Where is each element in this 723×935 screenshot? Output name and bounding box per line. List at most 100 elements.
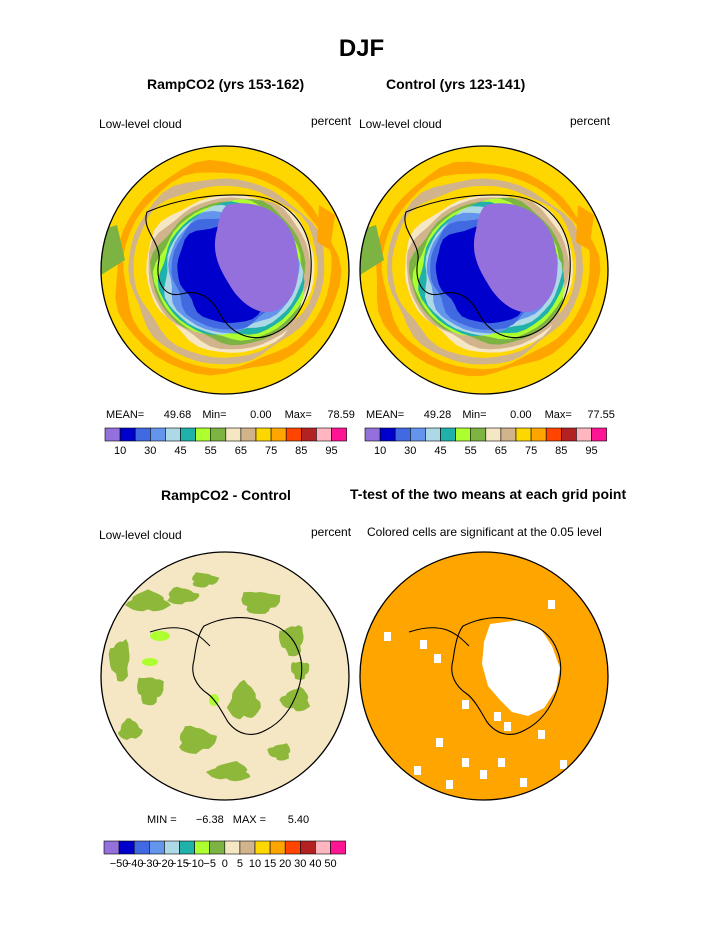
colorbar-swatch bbox=[300, 427, 317, 442]
colorbar-tick-label: −20 bbox=[155, 858, 174, 870]
colorbar-swatch bbox=[379, 427, 396, 442]
colorbar-swatch bbox=[239, 840, 256, 855]
colorbar-swatch bbox=[364, 427, 381, 442]
peninsula-coastline bbox=[408, 627, 470, 647]
colorbar-tick-label: −15 bbox=[170, 858, 189, 870]
cloud-field-control bbox=[360, 146, 608, 394]
map-rampco2 bbox=[101, 146, 349, 394]
colorbar-swatch bbox=[515, 427, 532, 442]
difference-patch bbox=[167, 586, 200, 605]
nonsignificant-cell bbox=[504, 722, 511, 731]
colorbar-tick-label: −50 bbox=[110, 858, 129, 870]
interior-low-cloud bbox=[214, 203, 299, 313]
nonsignificant-cell bbox=[480, 770, 487, 779]
colorbar-swatch bbox=[209, 840, 226, 855]
colorbar-swatch bbox=[285, 427, 302, 442]
nonsignificant-cell bbox=[538, 730, 545, 739]
colorbar-tick-label: 5 bbox=[237, 858, 243, 870]
min-label: Min= bbox=[462, 409, 487, 421]
colorbar-tick-label: 95 bbox=[325, 445, 337, 457]
colorbar-tick-label: −30 bbox=[140, 858, 159, 870]
difference-patch-light bbox=[142, 658, 158, 666]
colorbar-tick-label: 50 bbox=[324, 858, 336, 870]
max-label: MAX = bbox=[232, 814, 267, 826]
difference-patch bbox=[205, 761, 251, 782]
map-border-rampco2 bbox=[100, 145, 350, 395]
units-label-bottom-left: percent bbox=[311, 525, 352, 539]
colorbar-tick-label: 10 bbox=[249, 858, 261, 870]
colorbar-swatch bbox=[195, 427, 212, 442]
colorbar-swatch bbox=[485, 427, 502, 442]
colorbar-tick-label: 95 bbox=[585, 445, 597, 457]
colorbar-swatch bbox=[425, 427, 441, 442]
colorbar-swatch bbox=[255, 427, 272, 442]
colorbar-swatch bbox=[165, 427, 181, 442]
variable-label-bottom-left: Low-level cloud bbox=[99, 528, 182, 542]
colorbar-swatch bbox=[269, 840, 286, 855]
colorbar-swatch bbox=[270, 427, 287, 442]
colorbar-tick-label: −40 bbox=[125, 858, 144, 870]
map-border-difference bbox=[100, 551, 350, 801]
colorbar-swatch bbox=[560, 427, 577, 442]
nonsignificant-cell bbox=[462, 758, 469, 767]
nonsignificant-cell bbox=[436, 738, 443, 747]
difference-patch bbox=[179, 725, 217, 754]
colorbar-swatch bbox=[164, 840, 180, 855]
colorbar-swatch bbox=[240, 427, 257, 442]
nonsignificant-region bbox=[482, 620, 560, 716]
colorbar-tick-label: 40 bbox=[309, 858, 321, 870]
mean-value: 49.28 bbox=[423, 409, 452, 421]
colorbar-tick-label: 30 bbox=[144, 445, 156, 457]
nonsignificant-cell bbox=[420, 640, 427, 649]
nonsignificant-cell bbox=[520, 778, 527, 787]
interior-low-cloud bbox=[473, 203, 558, 313]
edge-orange-east bbox=[576, 205, 594, 250]
map-ttest bbox=[360, 552, 608, 800]
map-border-control bbox=[359, 145, 609, 395]
colorbar-difference: −50−40−30−20−15−10 −5 0 5 10 15 20 30 40 50 bbox=[103, 840, 346, 870]
colorbar-swatch bbox=[470, 427, 487, 442]
map-border-ttest bbox=[359, 551, 609, 801]
ttest-nonsignificant-cells bbox=[384, 600, 567, 789]
colorbar-tick-label: 45 bbox=[174, 445, 186, 457]
nonsignificant-cell bbox=[384, 632, 391, 641]
antarctica-coastline bbox=[451, 617, 562, 735]
colorbar-tick-label: 55 bbox=[465, 445, 477, 457]
colorbar-tick-label: 30 bbox=[404, 445, 416, 457]
colorbar-swatch bbox=[179, 840, 195, 855]
colorbar-tick-label: 10 bbox=[374, 445, 386, 457]
colorbar-swatch bbox=[150, 427, 166, 442]
min-label: MIN = bbox=[147, 814, 177, 826]
nonsignificant-cell bbox=[560, 760, 567, 769]
colorbar-swatch bbox=[315, 840, 331, 855]
colorbar-swatch bbox=[133, 840, 150, 855]
edge-green-west bbox=[360, 225, 384, 275]
mean-label: MEAN= bbox=[366, 409, 405, 421]
map-difference bbox=[101, 552, 349, 800]
max-label: Max= bbox=[284, 409, 312, 421]
colorbar-swatch bbox=[254, 840, 271, 855]
colorbar-tick-label: 15 bbox=[264, 858, 276, 870]
difference-patch bbox=[241, 591, 281, 614]
nonsignificant-cell bbox=[498, 758, 505, 767]
panel-title-ttest: T-test of the two means at each grid poi… bbox=[350, 486, 627, 502]
difference-patch-light bbox=[150, 631, 170, 641]
cloud-field-rampco2 bbox=[101, 146, 349, 394]
max-value: 5.40 bbox=[287, 814, 310, 826]
max-value: 77.55 bbox=[587, 409, 615, 421]
nonsignificant-cell bbox=[494, 712, 501, 721]
panel-title-rampco2: RampCO2 (yrs 153-162) bbox=[147, 76, 305, 92]
stats-top-right: MEAN= 49.28 Min= 0.00 Max= 77.55 bbox=[366, 409, 615, 421]
colorbar-tick-label: 0 bbox=[222, 858, 228, 870]
mean-value: 49.68 bbox=[163, 409, 192, 421]
colorbar-swatch bbox=[149, 840, 165, 855]
difference-patch bbox=[192, 572, 220, 588]
colorbar-swatch bbox=[576, 427, 592, 442]
colorbar-control: 10 30 45 55 65 75 85 95 bbox=[364, 427, 607, 457]
difference-patch bbox=[117, 718, 143, 740]
difference-patch bbox=[108, 639, 130, 682]
antarctica-coastline bbox=[404, 194, 571, 339]
colorbar-swatch bbox=[330, 840, 346, 855]
nonsignificant-cell bbox=[414, 766, 421, 775]
